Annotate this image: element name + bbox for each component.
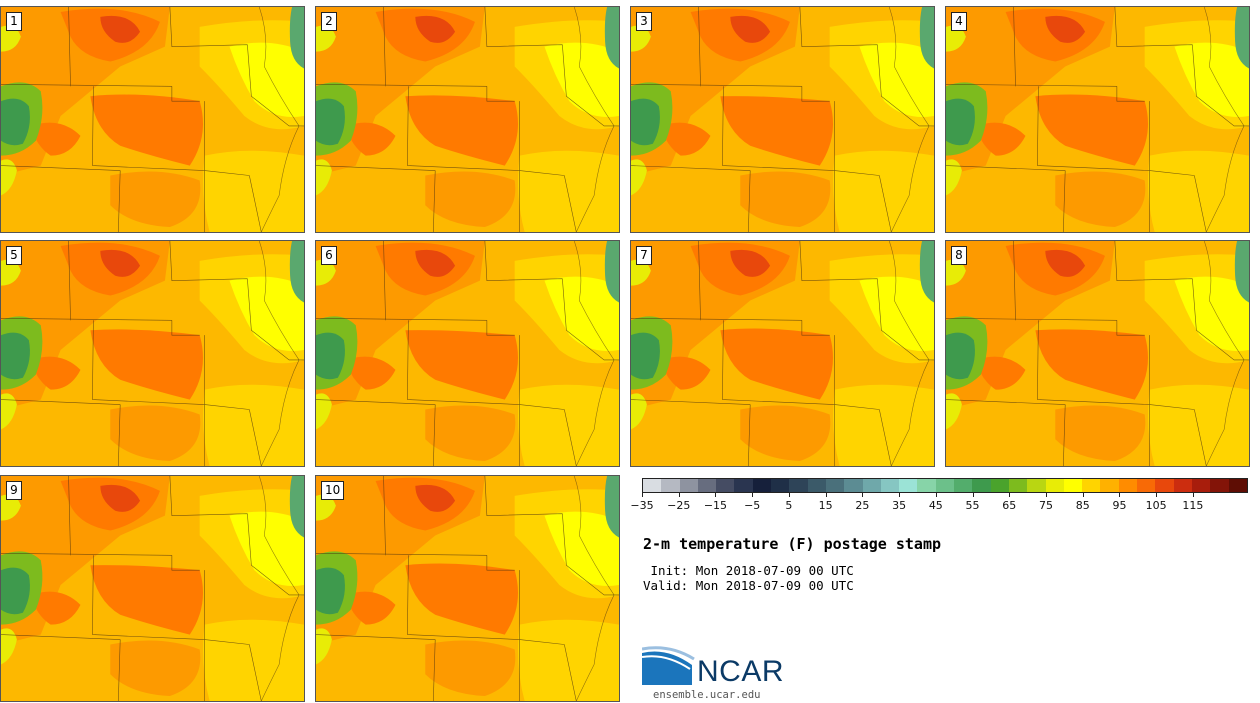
colorbar-tick-label: 105 <box>1145 499 1167 512</box>
valid-time: Mon 2018-07-09 00 UTC <box>695 578 854 593</box>
colorbar-segment <box>899 479 918 492</box>
colorbar-tick-label: 45 <box>928 499 943 512</box>
colorbar-segment <box>661 479 680 492</box>
member-map-panel: 2 <box>315 6 620 233</box>
colorbar-tick <box>1046 493 1047 497</box>
colorbar-tick <box>862 493 864 497</box>
colorbar-segment <box>643 479 662 492</box>
colorbar-tick-label: 15 <box>818 499 833 512</box>
member-map-panel: 1 <box>0 6 305 233</box>
colorbar-tick-label: 35 <box>892 499 907 512</box>
colorbar-tick <box>825 493 827 497</box>
panel-label: 4 <box>951 12 967 31</box>
panel-label: 9 <box>6 481 22 500</box>
colorbar-tick-label: 55 <box>965 499 980 512</box>
init-time: Mon 2018-07-09 00 UTC <box>695 563 854 578</box>
colorbar-tick <box>678 493 680 497</box>
plot-title: 2-m temperature (F) postage stamp <box>643 535 942 553</box>
colorbar-segment <box>679 479 698 492</box>
colorbar-segment <box>825 479 845 492</box>
logo-url: ensemble.ucar.edu <box>653 689 761 701</box>
valid-line: Valid: Mon 2018-07-09 00 UTC <box>643 578 854 593</box>
panel-label: 10 <box>321 481 345 500</box>
colorbar-segment <box>1155 479 1174 492</box>
colorbar-tick-label: 5 <box>785 499 793 512</box>
colorbar-segment <box>1027 479 1046 492</box>
colorbar-segment <box>1191 479 1211 492</box>
member-map-panel: 6 <box>315 240 620 467</box>
colorbar-tick <box>1009 493 1011 497</box>
valid-label: Valid: <box>643 578 689 593</box>
init-label: Init: <box>650 563 689 578</box>
colorbar-tick-label: 95 <box>1112 499 1127 512</box>
colorbar-segment <box>697 479 717 492</box>
colorbar-segment <box>1063 479 1083 492</box>
colorbar-segment <box>1210 479 1229 492</box>
colorbar-segment <box>954 479 973 492</box>
colorbar-tick <box>715 493 717 497</box>
colorbar-segment <box>752 479 772 492</box>
member-map-panel: 3 <box>630 6 935 233</box>
colorbar-tick <box>1192 493 1194 497</box>
init-line: Init: Mon 2018-07-09 00 UTC <box>643 563 854 578</box>
panel-label: 1 <box>6 12 22 31</box>
colorbar-segment <box>917 479 936 492</box>
colorbar-segment <box>1100 479 1119 492</box>
colorbar-segment <box>771 479 790 492</box>
colorbar-tick <box>1082 493 1084 497</box>
member-map-panel: 7 <box>630 240 935 467</box>
colorbar-segment <box>1045 479 1064 492</box>
colorbar-segment <box>789 479 808 492</box>
member-map-panel: 5 <box>0 240 305 467</box>
colorbar-segment <box>862 479 881 492</box>
member-map-panel: 9 <box>0 475 305 702</box>
ncar-logo-icon <box>642 646 695 685</box>
colorbar-segment <box>1173 479 1192 492</box>
colorbar-tick-label: 85 <box>1075 499 1090 512</box>
colorbar-tick <box>752 493 754 497</box>
colorbar-segment <box>716 479 735 492</box>
colorbar-tick-label: 75 <box>1039 499 1053 512</box>
colorbar-segment <box>1228 479 1247 492</box>
colorbar-segment <box>807 479 826 492</box>
panel-label: 2 <box>321 12 337 31</box>
colorbar <box>642 478 1248 493</box>
colorbar-segment <box>935 479 955 492</box>
colorbar-segment <box>1082 479 1101 492</box>
member-map-panel: 8 <box>945 240 1250 467</box>
colorbar-tick-label: 65 <box>1002 499 1017 512</box>
member-map-panel: 4 <box>945 6 1250 233</box>
panel-label: 8 <box>951 246 967 265</box>
colorbar-tick <box>788 493 790 497</box>
colorbar-tick <box>935 493 937 497</box>
colorbar-ticks: −35 −25 −15 −5 5 15 25 35 45 55 65 75 85 95 105 115 <box>630 493 1248 513</box>
colorbar-tick <box>642 493 643 497</box>
panel-label: 7 <box>636 246 652 265</box>
panel-label: 3 <box>636 12 652 31</box>
colorbar-segment <box>1008 479 1028 492</box>
colorbar-tick <box>972 493 974 497</box>
colorbar-segment <box>972 479 991 492</box>
colorbar-tick-label: −35 <box>630 499 654 512</box>
colorbar-segment <box>844 479 863 492</box>
colorbar-segment <box>990 479 1009 492</box>
colorbar-segment <box>1137 479 1156 492</box>
member-map-panel: 10 <box>315 475 620 702</box>
colorbar-tick-label: −15 <box>703 499 728 512</box>
colorbar-segment <box>880 479 900 492</box>
panel-label: 6 <box>321 246 337 265</box>
colorbar-tick-label: 115 <box>1182 499 1204 512</box>
colorbar-tick-label: 25 <box>855 499 870 512</box>
ncar-logo-text: NCAR <box>697 655 785 688</box>
colorbar-tick <box>1119 493 1121 497</box>
colorbar-tick-label: −25 <box>667 499 691 512</box>
panel-label: 5 <box>6 246 22 265</box>
colorbar-segment <box>734 479 753 492</box>
colorbar-tick <box>899 493 901 497</box>
colorbar-tick <box>1156 493 1158 497</box>
colorbar-tick-label: −5 <box>744 499 761 512</box>
colorbar-segment <box>1118 479 1138 492</box>
